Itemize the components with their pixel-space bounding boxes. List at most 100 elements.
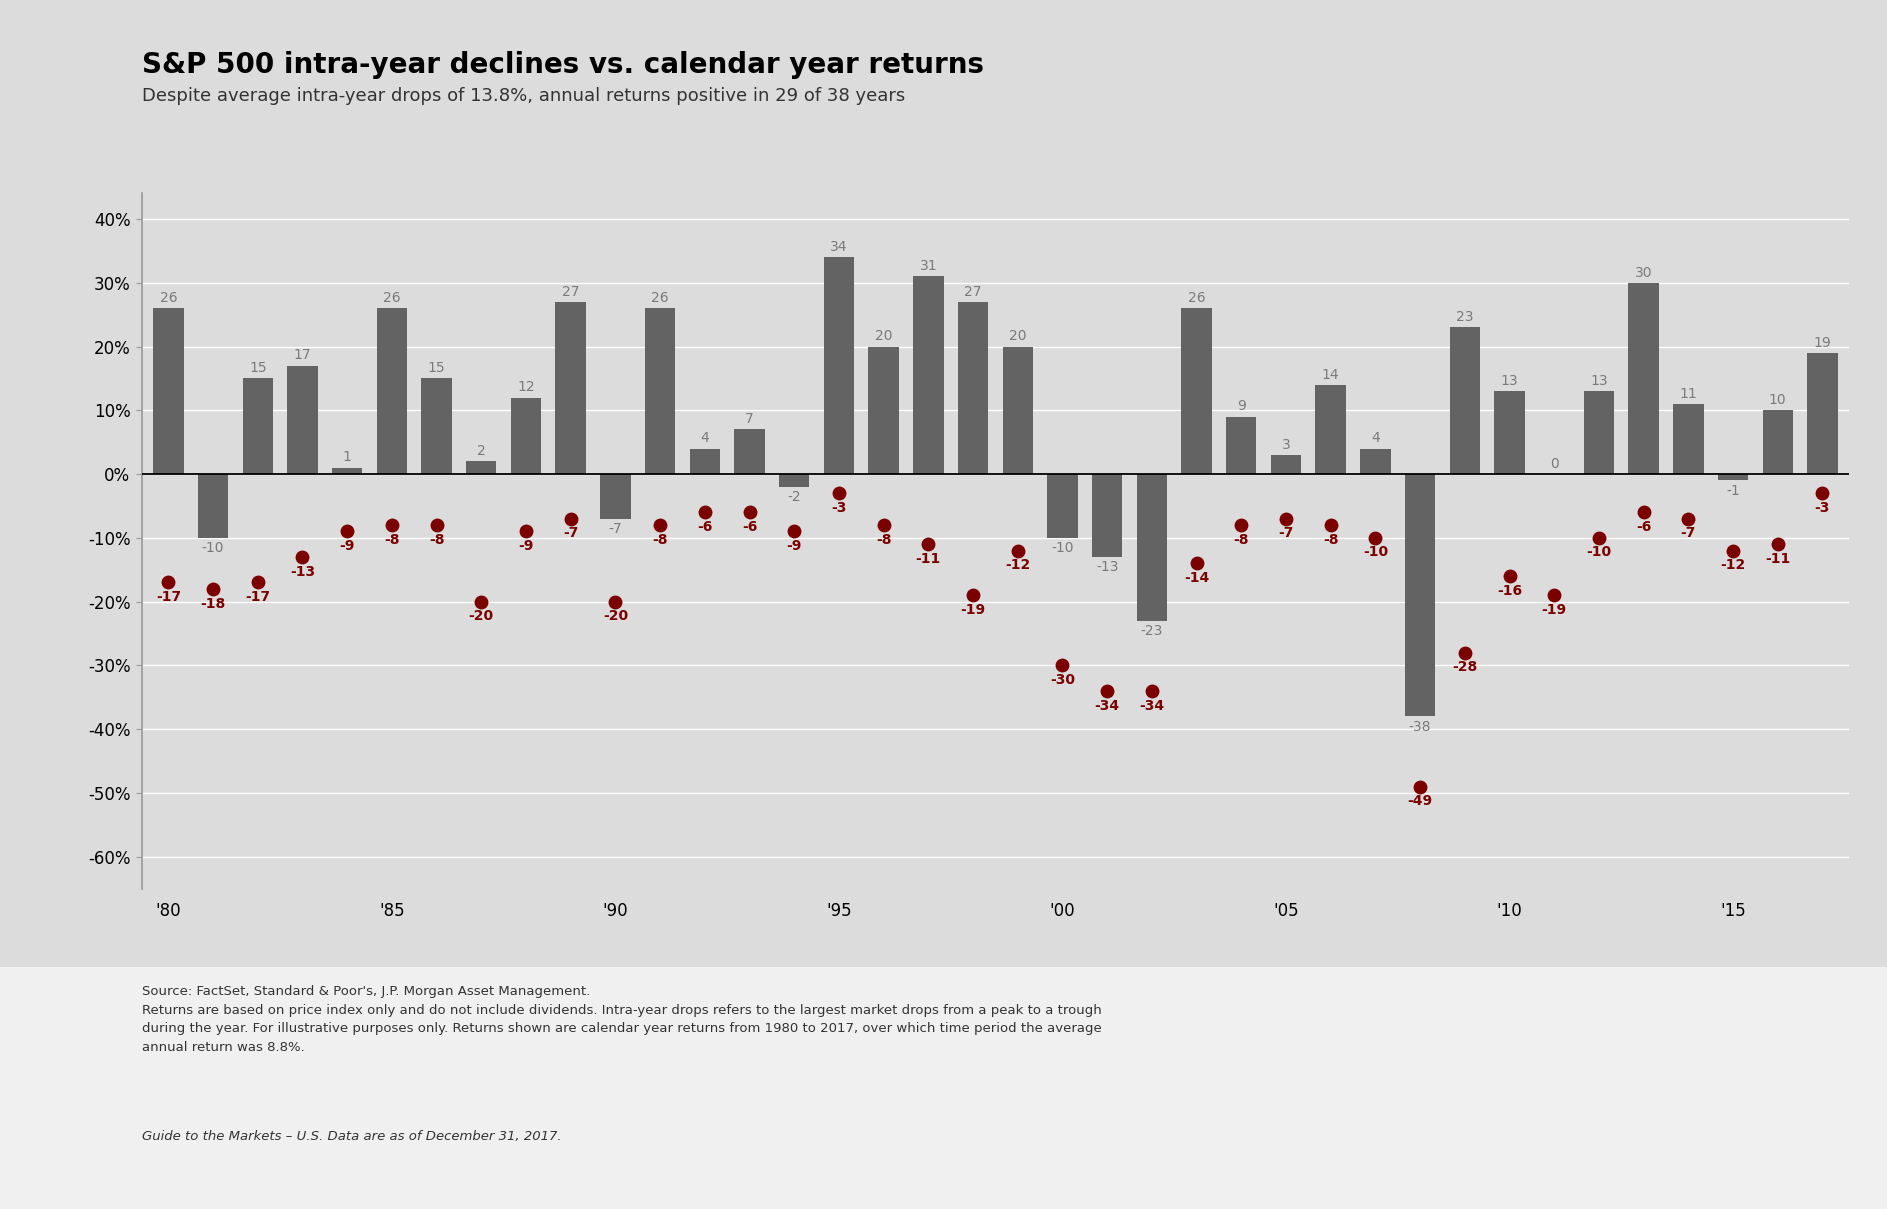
Text: 27: 27 xyxy=(562,284,579,299)
Text: -8: -8 xyxy=(1234,533,1249,546)
Bar xyxy=(1227,417,1257,474)
Bar xyxy=(600,474,630,519)
Text: -8: -8 xyxy=(876,533,891,546)
Point xyxy=(1361,528,1391,548)
Text: -3: -3 xyxy=(832,501,847,515)
Text: -18: -18 xyxy=(200,596,226,611)
Bar xyxy=(779,474,810,487)
Text: 0: 0 xyxy=(1549,457,1559,470)
Bar xyxy=(466,462,496,474)
Text: -2: -2 xyxy=(787,490,802,504)
Point xyxy=(1047,655,1077,675)
Text: -13: -13 xyxy=(1096,560,1119,574)
Point xyxy=(691,503,721,522)
Bar xyxy=(1808,353,1838,474)
Text: -38: -38 xyxy=(1410,719,1432,734)
Bar xyxy=(421,378,451,474)
Text: 13: 13 xyxy=(1500,374,1519,388)
Text: -34: -34 xyxy=(1094,699,1119,712)
Point xyxy=(1002,540,1032,560)
Bar xyxy=(332,468,362,474)
Bar xyxy=(1093,474,1123,557)
Text: Despite average intra-year drops of 13.8%, annual returns positive in 29 of 38 y: Despite average intra-year drops of 13.8… xyxy=(142,87,904,105)
Bar xyxy=(1270,455,1302,474)
Text: -7: -7 xyxy=(562,526,579,540)
Bar xyxy=(1762,410,1793,474)
Point xyxy=(645,515,676,534)
Text: -7: -7 xyxy=(1277,526,1294,540)
Point xyxy=(734,503,764,522)
Point xyxy=(153,573,183,592)
Point xyxy=(600,592,630,612)
Text: 3: 3 xyxy=(1281,438,1291,452)
Text: Guide to the Markets – U.S. Data are as of December 31, 2017.: Guide to the Markets – U.S. Data are as … xyxy=(142,1130,560,1144)
Point xyxy=(913,534,944,554)
Point xyxy=(287,548,317,567)
Text: 4: 4 xyxy=(1372,432,1379,445)
Point xyxy=(198,579,228,598)
Bar xyxy=(1717,474,1747,480)
Bar xyxy=(1583,392,1613,474)
Text: 15: 15 xyxy=(428,361,445,375)
Text: 26: 26 xyxy=(160,291,177,305)
Bar xyxy=(1495,392,1525,474)
Text: -14: -14 xyxy=(1183,571,1210,585)
Text: S&P 500 intra-year declines vs. calendar year returns: S&P 500 intra-year declines vs. calendar… xyxy=(142,51,983,79)
Point xyxy=(421,515,451,534)
Text: -30: -30 xyxy=(1049,673,1076,687)
Text: 9: 9 xyxy=(1236,399,1245,413)
Point xyxy=(466,592,496,612)
Text: -7: -7 xyxy=(610,522,623,536)
Text: -17: -17 xyxy=(157,590,181,604)
Bar xyxy=(734,429,764,474)
Point xyxy=(1315,515,1345,534)
Text: -49: -49 xyxy=(1408,794,1432,809)
Text: 23: 23 xyxy=(1457,311,1474,324)
Text: -1: -1 xyxy=(1727,484,1740,498)
Text: -19: -19 xyxy=(960,603,985,617)
Point xyxy=(1808,484,1838,503)
Text: 34: 34 xyxy=(830,241,847,254)
Text: -20: -20 xyxy=(602,609,628,624)
Point xyxy=(779,522,810,542)
Text: -13: -13 xyxy=(291,565,315,579)
Bar xyxy=(287,365,317,474)
Text: -8: -8 xyxy=(428,533,443,546)
Text: 14: 14 xyxy=(1323,368,1340,382)
Text: 12: 12 xyxy=(517,381,534,394)
Point xyxy=(377,515,408,534)
Point xyxy=(825,484,855,503)
Point xyxy=(1540,585,1570,604)
Point xyxy=(1583,528,1613,548)
Point xyxy=(1628,503,1659,522)
Text: Source: FactSet, Standard & Poor's, J.P. Morgan Asset Management.
Returns are ba: Source: FactSet, Standard & Poor's, J.P.… xyxy=(142,985,1102,1054)
Bar xyxy=(1361,449,1391,474)
Bar xyxy=(689,449,721,474)
Text: 30: 30 xyxy=(1634,266,1653,279)
Text: -23: -23 xyxy=(1140,624,1162,638)
Point xyxy=(868,515,898,534)
Text: -9: -9 xyxy=(340,539,355,553)
Text: -6: -6 xyxy=(742,520,757,534)
Point xyxy=(1270,509,1300,528)
Text: 26: 26 xyxy=(1187,291,1206,305)
Bar xyxy=(825,258,855,474)
Point xyxy=(1093,681,1123,700)
Bar xyxy=(1002,347,1032,474)
Text: -12: -12 xyxy=(1721,559,1745,572)
Text: -8: -8 xyxy=(385,533,400,546)
Text: 13: 13 xyxy=(1591,374,1608,388)
Point xyxy=(1449,643,1479,663)
Text: -7: -7 xyxy=(1681,526,1696,540)
Point xyxy=(1181,554,1211,573)
Text: -28: -28 xyxy=(1453,660,1478,675)
Bar xyxy=(1628,283,1659,474)
Point xyxy=(1495,567,1525,586)
Bar xyxy=(1181,308,1211,474)
Text: -12: -12 xyxy=(1006,559,1030,572)
Text: 31: 31 xyxy=(919,259,938,273)
Bar xyxy=(198,474,228,538)
Text: -11: -11 xyxy=(1764,551,1791,566)
Bar xyxy=(913,277,944,474)
Bar xyxy=(555,302,585,474)
